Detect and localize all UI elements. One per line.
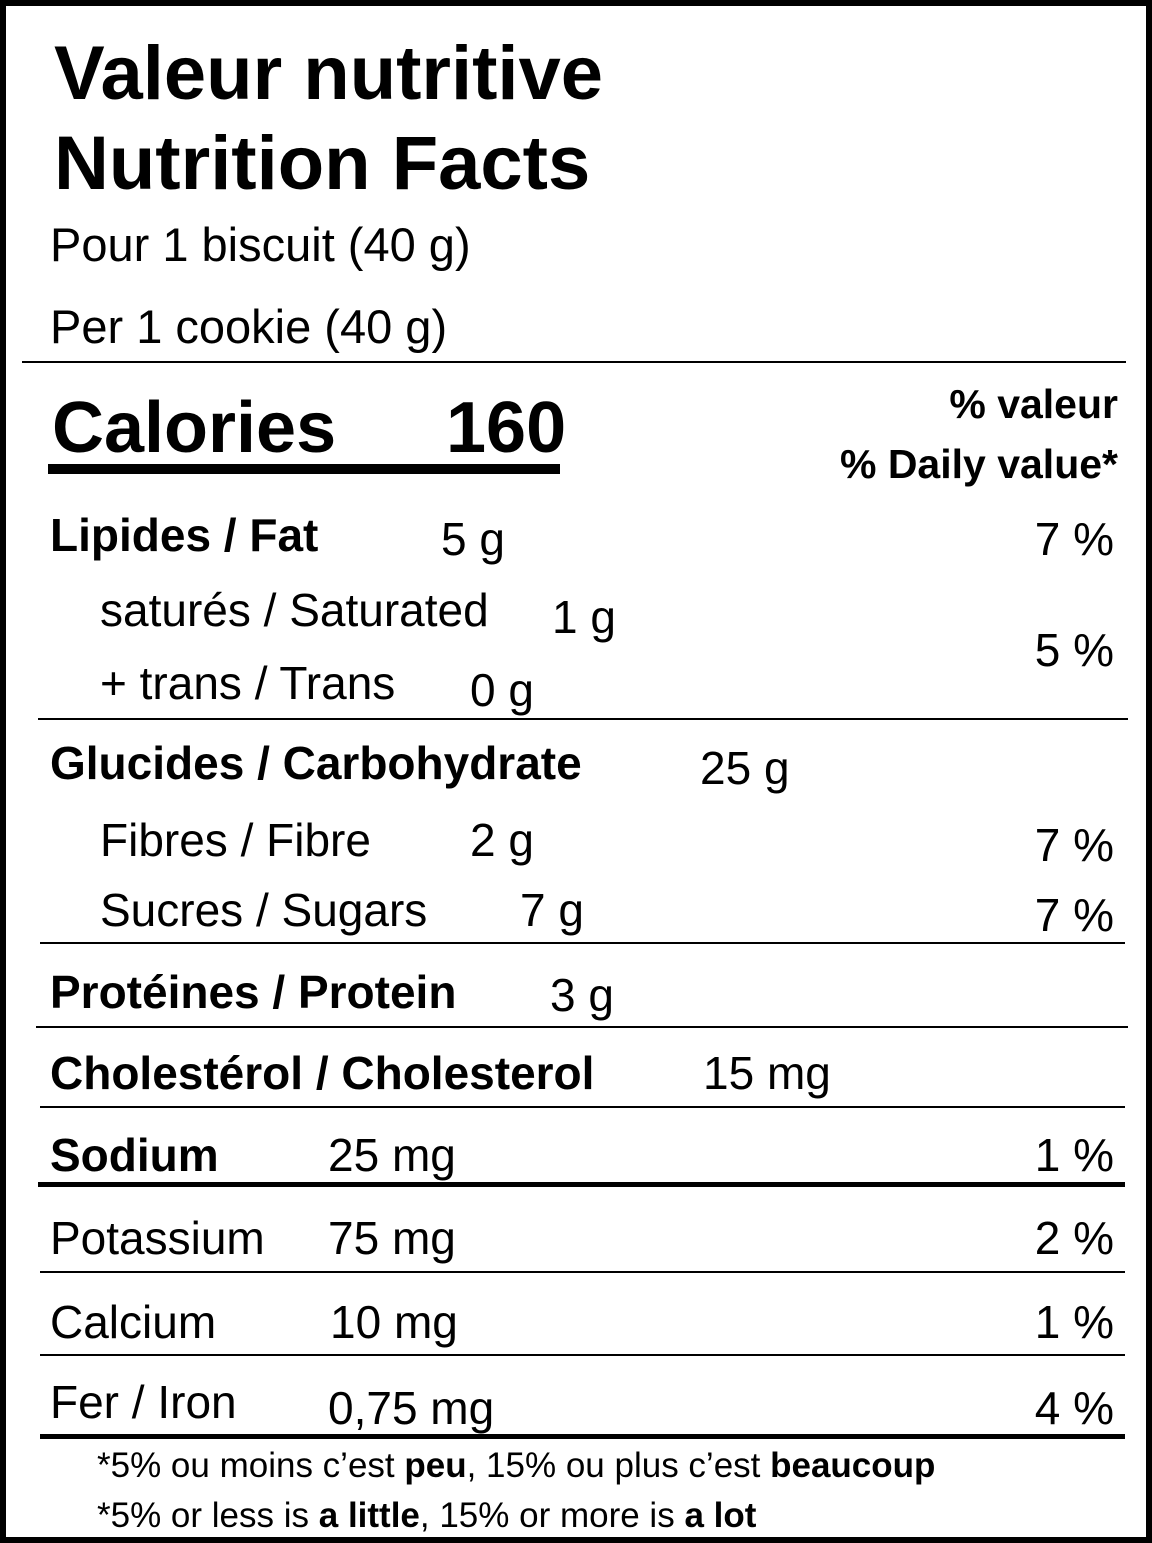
iron-amount: 0,75 mg [328,1382,495,1434]
dv-header-fr: % valeur [949,381,1118,427]
serving-fr: Pour 1 biscuit (40 g) [50,218,471,271]
saturated-label: saturés / Saturated [100,584,489,636]
divider [38,718,1128,720]
potassium-label: Potassium [50,1212,265,1264]
divider [40,1106,1125,1108]
trans-label: + trans / Trans [100,657,396,709]
sat-trans-dv: 5 % [1034,624,1114,676]
fat-dv: 7 % [1034,513,1114,565]
divider [40,1271,1125,1273]
thick-divider [38,1182,1125,1187]
title-en: Nutrition Facts [54,121,591,206]
footnote-fr: *5% ou moins c’est peu, 15% ou plus c’es… [97,1446,936,1485]
title-fr: Valeur nutritive [54,31,604,116]
serving-en: Per 1 cookie (40 g) [50,300,448,353]
calcium-dv: 1 % [1034,1296,1114,1348]
potassium-amount: 75 mg [328,1212,456,1264]
divider [22,361,1126,363]
calories-value: 160 [446,388,567,468]
sodium-label: Sodium [50,1129,219,1181]
saturated-amount: 1 g [552,591,616,643]
sodium-dv: 1 % [1034,1129,1114,1181]
fat-amount: 5 g [441,513,505,565]
calcium-amount: 10 mg [330,1296,458,1348]
divider [40,1354,1125,1356]
iron-dv: 4 % [1034,1382,1114,1434]
potassium-dv: 2 % [1034,1212,1114,1264]
carbohydrate-label: Glucides / Carbohydrate [50,737,582,789]
protein-label: Protéines / Protein [50,966,457,1018]
divider [40,942,1125,944]
carbohydrate-amount: 25 g [700,742,790,794]
fat-label: Lipides / Fat [50,509,319,561]
sugars-dv: 7 % [1034,889,1114,941]
calories-label: Calories [52,388,337,468]
cholesterol-label: Cholestérol / Cholesterol [50,1047,595,1099]
dv-header-en: % Daily value* [839,441,1118,487]
footnote-en: *5% or less is a little, 15% or more is … [97,1496,757,1535]
fibre-amount: 2 g [470,814,534,866]
divider [36,1026,1128,1028]
fibre-dv: 7 % [1034,819,1114,871]
sugars-amount: 7 g [520,884,584,936]
cholesterol-amount: 15 mg [703,1047,831,1099]
calcium-label: Calcium [50,1296,217,1348]
trans-amount: 0 g [470,664,534,716]
fibre-label: Fibres / Fibre [100,814,371,866]
sodium-amount: 25 mg [328,1129,456,1181]
protein-amount: 3 g [550,969,614,1021]
iron-label: Fer / Iron [50,1376,237,1428]
thick-divider [40,1434,1125,1439]
calories-underline [48,464,560,474]
sugars-label: Sucres / Sugars [100,884,428,936]
